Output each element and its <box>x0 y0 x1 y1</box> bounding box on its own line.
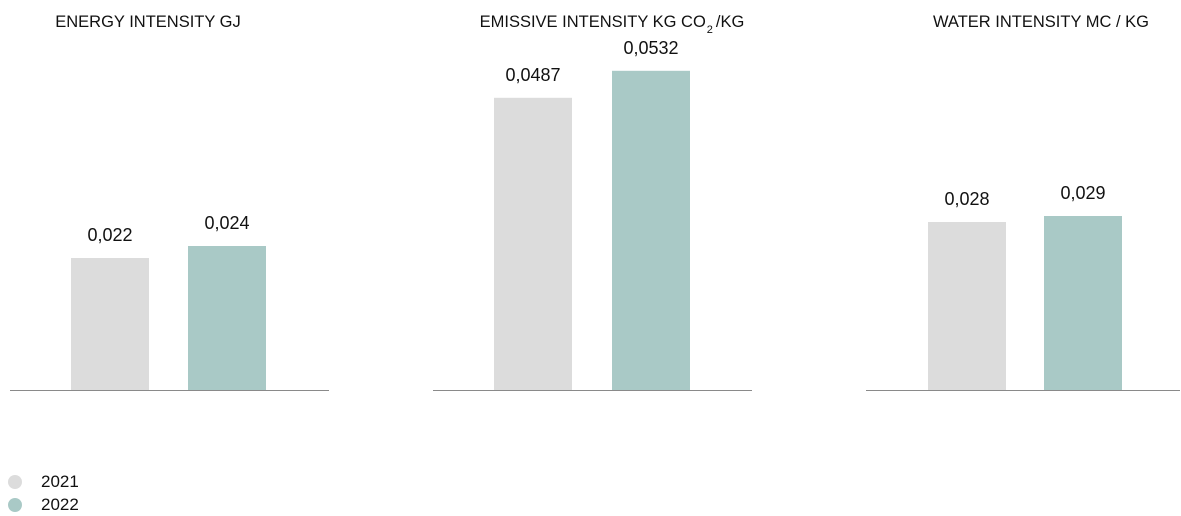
bar-2022 <box>612 70 690 391</box>
bar-2021 <box>928 222 1006 390</box>
chart-3: WATER INTENSITY MC / KG 0,028 0,029 <box>866 13 1180 391</box>
legend-swatch-2022 <box>8 497 22 512</box>
chart-title: EMISSIVE INTENSITY KG CO2/KG <box>480 13 745 36</box>
data-label-2022: 0,0532 <box>623 38 678 58</box>
charts-area: ENERGY INTENSITY GJ 0,022 0,024 EMISSIVE IN… <box>10 13 1180 391</box>
bar-2021 <box>71 258 149 390</box>
bar-2022 <box>1044 216 1122 390</box>
legend-label-2021: 2021 <box>41 472 79 491</box>
chart-title: WATER INTENSITY MC / KG <box>933 13 1149 31</box>
bar-2022 <box>188 246 266 390</box>
legend-swatch-2021 <box>8 474 22 489</box>
legend: 2021 2022 <box>8 470 79 516</box>
chart-title: ENERGY INTENSITY GJ <box>55 13 241 31</box>
legend-item-2022: 2022 <box>8 493 79 516</box>
legend-item-2021: 2021 <box>8 470 79 493</box>
data-label-2021: 0,028 <box>944 189 989 209</box>
legend-label-2022: 2022 <box>41 495 79 514</box>
chart-2: EMISSIVE INTENSITY KG CO2/KG 0,0487 0,0532 <box>433 13 752 391</box>
data-label-2021: 0,022 <box>87 225 132 245</box>
data-label-2021: 0,0487 <box>505 65 560 85</box>
chart-1: ENERGY INTENSITY GJ 0,022 0,024 <box>10 13 329 391</box>
data-label-2022: 0,024 <box>204 213 249 233</box>
data-label-2022: 0,029 <box>1060 183 1105 203</box>
bar-2021 <box>494 97 572 391</box>
